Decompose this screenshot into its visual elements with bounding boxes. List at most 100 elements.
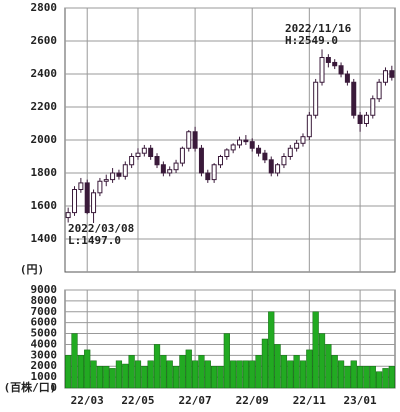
candle-body — [154, 156, 160, 166]
candle-body — [217, 156, 223, 166]
volume-bar — [280, 355, 288, 389]
candle-body — [275, 164, 281, 174]
candle-body — [351, 81, 357, 116]
y-tick-label: 1000 — [31, 370, 58, 383]
x-tick-label: 22/07 — [179, 394, 212, 407]
volume-bar — [299, 360, 307, 389]
volume-bar — [337, 360, 345, 389]
y-tick-label: 4000 — [31, 337, 58, 350]
annotation: 2022/11/16 — [285, 22, 352, 35]
volume-bar — [77, 355, 84, 389]
candle-body — [186, 131, 192, 149]
volume-bar — [65, 355, 72, 389]
candle-body — [376, 81, 382, 100]
volume-bar — [318, 333, 326, 389]
candle-body — [256, 147, 262, 154]
volume-bar — [166, 360, 173, 389]
volume-bar — [293, 355, 300, 389]
candle-body — [281, 156, 287, 166]
candle-body — [141, 147, 147, 154]
volume-bar — [230, 360, 237, 389]
candle-body — [249, 141, 255, 149]
volume-bar — [236, 360, 243, 389]
volume-bar — [185, 349, 192, 389]
y-tick-label: 2600 — [31, 34, 58, 47]
volume-bar — [198, 355, 205, 389]
volume-unit: (百株/口) — [4, 380, 57, 394]
y-tick-label: 9000 — [31, 283, 58, 296]
y-tick-label: 0 — [50, 381, 57, 394]
annotation: 2022/03/08 — [68, 222, 134, 235]
volume-bar — [287, 360, 294, 389]
candle-body — [135, 152, 141, 157]
y-tick-label: 2400 — [31, 67, 58, 80]
volume-bar — [172, 365, 180, 389]
volume-bar — [71, 333, 78, 389]
volume-bar — [84, 349, 91, 389]
candle-body — [84, 182, 90, 214]
candle-body — [103, 179, 109, 182]
volume-bar — [382, 368, 389, 389]
volume-bar — [331, 355, 338, 389]
candle-body — [91, 192, 97, 214]
candle-body — [211, 164, 217, 181]
volume-bar — [179, 355, 186, 389]
volume-bar — [147, 360, 154, 389]
volume-bar — [122, 363, 129, 389]
y-tick-label: 2000 — [31, 359, 58, 372]
candle-body — [338, 65, 344, 75]
y-tick-label: 3000 — [31, 348, 58, 361]
candle-body — [192, 131, 198, 149]
x-tick-label: 22/11 — [293, 394, 326, 407]
x-tick-label: 22/05 — [121, 394, 154, 407]
candle-body — [313, 81, 319, 116]
candle-body — [287, 147, 293, 157]
candle-body — [179, 147, 185, 164]
volume-bar — [312, 311, 319, 389]
volume-bar — [109, 368, 116, 389]
candle-body — [198, 147, 204, 174]
candle-body — [300, 136, 306, 144]
candle-body — [382, 70, 388, 83]
volume-bar — [141, 365, 148, 389]
volume-bar — [369, 365, 376, 389]
volume-bar — [344, 365, 351, 389]
annotation: L:1497.0 — [68, 234, 121, 247]
volume-bar — [376, 371, 383, 389]
candle-body — [97, 180, 103, 194]
candle-body — [173, 162, 179, 171]
y-tick-label: 6000 — [31, 316, 58, 329]
volume-bar — [153, 344, 161, 389]
candle-body — [344, 73, 350, 83]
volume-bar — [249, 360, 256, 389]
y-tick-label: 7000 — [31, 305, 58, 318]
candle-body — [325, 57, 331, 63]
candle-body — [110, 172, 116, 181]
volume-bar — [363, 365, 370, 389]
volume-bar — [134, 360, 142, 389]
y-tick-label: 2000 — [31, 133, 58, 146]
candle-body — [319, 57, 325, 83]
volume-bar — [128, 355, 135, 389]
candle-body — [237, 139, 243, 146]
volume-bar — [388, 365, 395, 389]
y-tick-label: 8000 — [31, 294, 58, 307]
candle-body — [65, 212, 71, 219]
x-tick-label: 22/03 — [71, 394, 104, 407]
annotation: H:2549.0 — [285, 34, 338, 47]
price-unit: (円) — [20, 263, 44, 276]
candle-body — [230, 144, 236, 151]
candle-body — [205, 172, 211, 181]
volume-bar — [103, 365, 110, 389]
candle-body — [148, 147, 154, 157]
volume-bar — [160, 355, 167, 389]
y-tick-label: 2200 — [31, 100, 58, 113]
y-tick-label: 5000 — [31, 327, 58, 340]
candle-body — [243, 139, 249, 143]
candle-body — [332, 61, 338, 67]
candle-body — [224, 149, 230, 157]
volume-bar — [242, 360, 249, 389]
candle-body — [78, 182, 84, 190]
volume-bar — [115, 360, 123, 389]
